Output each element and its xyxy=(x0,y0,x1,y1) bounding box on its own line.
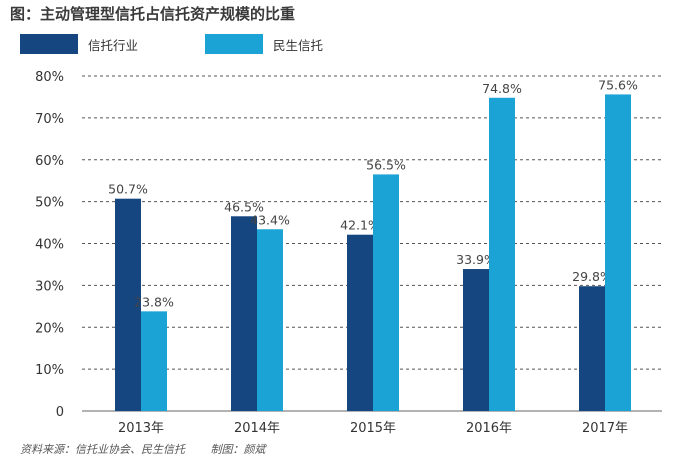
bar-minsheng xyxy=(373,174,399,411)
bar-minsheng xyxy=(605,94,631,412)
bar-industry xyxy=(231,216,257,411)
y-tick-label: 10% xyxy=(35,363,64,378)
data-label-industry: 46.5% xyxy=(224,199,264,214)
data-label-industry: 33.9% xyxy=(456,252,496,267)
bar-minsheng xyxy=(257,229,283,411)
y-tick-label: 60% xyxy=(35,154,64,169)
y-tick-label: 20% xyxy=(35,321,64,336)
x-tick-label: 2016年 xyxy=(466,421,512,436)
x-tick-label: 2014年 xyxy=(234,421,280,436)
data-label-minsheng: 75.6% xyxy=(598,77,638,92)
y-tick-label: 50% xyxy=(35,196,64,211)
data-label-minsheng: 43.4% xyxy=(250,212,290,227)
data-label-minsheng: 23.8% xyxy=(134,294,174,309)
y-tick-label: 40% xyxy=(35,238,64,253)
y-tick-label: 0 xyxy=(56,405,64,420)
bar-industry xyxy=(579,286,605,411)
data-label-minsheng: 74.8% xyxy=(482,81,522,96)
data-label-minsheng: 56.5% xyxy=(366,157,406,172)
legend-swatch-industry xyxy=(20,34,78,54)
bar-industry xyxy=(463,269,489,411)
data-label-industry: 42.1% xyxy=(340,218,380,233)
source-note: 资料来源：信托业协会、民生信托 制图：颜斌 xyxy=(20,441,266,457)
legend-item-industry: 信托行业 xyxy=(20,34,138,54)
bar-minsheng xyxy=(489,97,515,412)
y-tick-label: 30% xyxy=(35,279,64,294)
x-tick-label: 2017年 xyxy=(582,421,628,436)
y-tick-label: 70% xyxy=(35,112,64,127)
x-tick-label: 2013年 xyxy=(118,421,164,436)
y-tick-label: 80% xyxy=(35,70,64,85)
legend-label-industry: 信托行业 xyxy=(88,37,139,53)
x-tick-label: 2015年 xyxy=(350,421,396,436)
data-label-industry: 50.7% xyxy=(108,182,148,197)
legend-item-minsheng: 民生信托 xyxy=(205,34,323,54)
chart-title: 图：主动管理型信托占信托资产规模的比重 xyxy=(10,5,296,23)
bar-chart: 0 10% 20% 30% 40% 50% 60% 70% 80% 50.7% 23.8% 2013年… xyxy=(35,70,662,436)
legend-label-minsheng: 民生信托 xyxy=(273,37,324,53)
bar-minsheng xyxy=(141,311,167,411)
legend-swatch-minsheng xyxy=(205,34,263,54)
data-label-industry: 29.8% xyxy=(572,269,612,284)
credit-text: 制图：颜斌 xyxy=(210,443,266,456)
bar-industry xyxy=(347,234,373,411)
bar-industry xyxy=(115,198,141,411)
source-text: 资料来源：信托业协会、民生信托 xyxy=(20,443,185,456)
